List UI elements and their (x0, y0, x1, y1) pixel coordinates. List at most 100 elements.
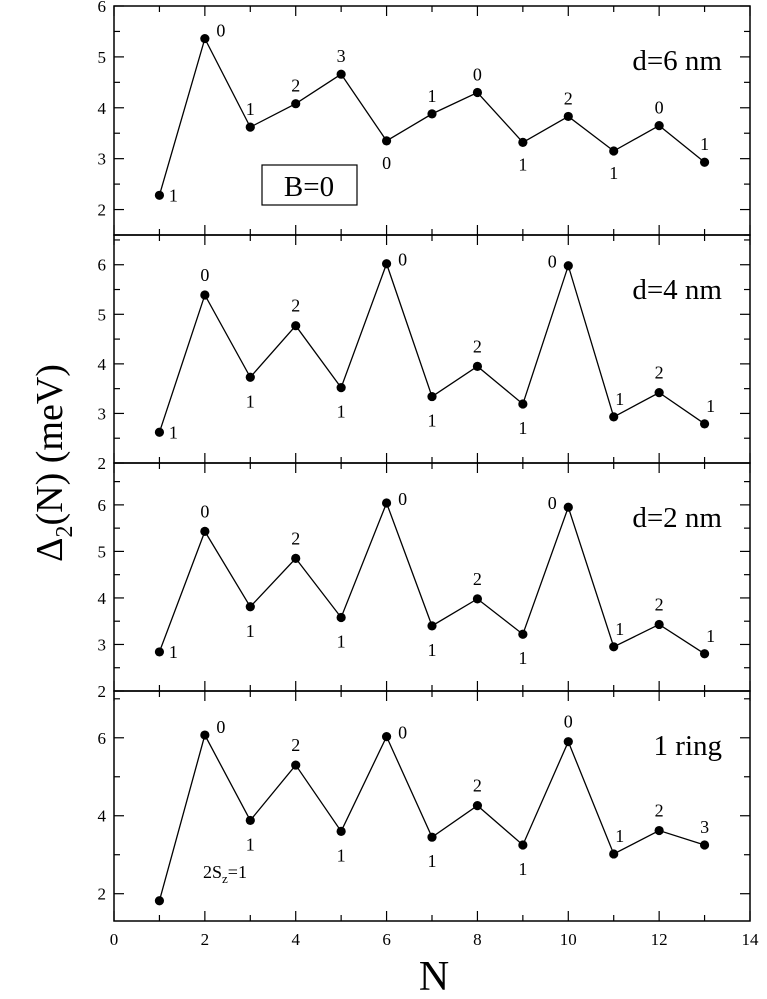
data-point (246, 123, 255, 132)
panel-frame (114, 6, 750, 235)
data-point (427, 392, 436, 401)
data-point (291, 760, 300, 769)
point-label: 1 (246, 834, 255, 854)
data-point (427, 109, 436, 118)
data-point (291, 554, 300, 563)
data-point (155, 647, 164, 656)
y-tick-label: 3 (98, 150, 107, 169)
point-label: 1 (169, 185, 178, 205)
data-point (337, 613, 346, 622)
b-field-label: B=0 (284, 171, 334, 203)
data-point (382, 732, 391, 741)
x-tick-label: 10 (560, 930, 577, 949)
point-label: 3 (700, 817, 709, 837)
data-point (337, 70, 346, 79)
y-tick-label: 2 (98, 454, 107, 473)
data-point (700, 158, 709, 167)
point-label: 0 (548, 493, 557, 513)
x-tick-label: 12 (651, 930, 668, 949)
point-label: 1 (700, 134, 709, 154)
x-tick-label: 6 (382, 930, 391, 949)
panel-label: d=4 nm (632, 274, 722, 306)
spin-annotation: 2Sz=1 (203, 862, 247, 886)
data-point (609, 849, 618, 858)
point-label: 0 (564, 712, 573, 732)
panel-label: d=2 nm (632, 502, 722, 534)
spin-annotation-main: 2S (203, 862, 222, 882)
data-point (609, 642, 618, 651)
y-tick-label: 3 (98, 404, 107, 423)
point-label: 0 (398, 723, 407, 743)
point-label: 1 (615, 826, 624, 846)
panel-1: 2 3 4 5 6 1 0 1 2 3 0 1 0 1 2 1 0 1 d=6 nm B=0 (98, 0, 751, 235)
point-label: 1 (337, 402, 346, 422)
point-label: 0 (398, 250, 407, 270)
point-label: 1 (428, 411, 437, 431)
data-point (564, 112, 573, 121)
data-point (609, 146, 618, 155)
y-tick-label: 5 (98, 305, 107, 324)
y-tick-label: 6 (98, 0, 107, 16)
data-point (382, 136, 391, 145)
spin-annotation-rest: =1 (228, 862, 247, 882)
point-label: 0 (200, 501, 209, 521)
point-label: 0 (382, 153, 391, 173)
point-label: 2 (655, 594, 664, 614)
data-point (473, 801, 482, 810)
y-tick-label: 6 (98, 729, 107, 748)
y-tick-label: 2 (98, 201, 107, 220)
data-point (518, 630, 527, 639)
y-axis-title: Δ2(N) (meV) (29, 364, 78, 562)
data-point (564, 261, 573, 270)
panel-label: 1 ring (654, 730, 722, 762)
data-point (518, 399, 527, 408)
point-label: 1 (428, 640, 437, 660)
data-point (246, 816, 255, 825)
data-point (200, 527, 209, 536)
point-label: 0 (398, 489, 407, 509)
y-tick-label: 2 (98, 682, 107, 701)
data-point (291, 321, 300, 330)
point-label: 2 (291, 528, 300, 548)
point-label: 0 (548, 252, 557, 272)
point-label: 0 (200, 265, 209, 285)
panel-3: 2 3 4 5 6 1 0 1 2 1 0 1 2 1 0 1 2 1 d=2 nm (98, 463, 751, 701)
data-point (337, 383, 346, 392)
point-label: 2 (291, 76, 300, 96)
panel-2: 2 3 4 5 6 1 0 1 2 1 0 1 2 1 0 1 2 1 d=4 nm (98, 235, 751, 473)
y-tick-label: 5 (98, 48, 107, 67)
y-axis-title-rest: (N) (meV) (29, 364, 71, 525)
point-label: 2 (473, 569, 482, 589)
y-axis-title-main: Δ (29, 538, 71, 562)
point-label: 1 (706, 626, 715, 646)
data-point (700, 649, 709, 658)
point-label: 1 (246, 391, 255, 411)
point-label: 0 (473, 65, 482, 85)
point-label: 3 (337, 46, 346, 66)
data-point (337, 827, 346, 836)
point-label: 0 (655, 98, 664, 118)
point-label: 1 (246, 621, 255, 641)
point-label: 2 (655, 801, 664, 821)
point-label: 1 (615, 619, 624, 639)
panel-label: d=6 nm (632, 45, 722, 77)
point-label: 1 (169, 642, 178, 662)
data-point (382, 498, 391, 507)
data-point (155, 191, 164, 200)
y-axis-title-sub: 2 (52, 526, 78, 538)
data-point (473, 362, 482, 371)
point-label: 2 (473, 336, 482, 356)
y-tick-label: 4 (98, 355, 107, 374)
point-label: 1 (518, 648, 527, 668)
x-tick-label: 4 (291, 930, 300, 949)
x-tick-label: 8 (473, 930, 482, 949)
data-point (700, 419, 709, 428)
y-tick-label: 4 (98, 807, 107, 826)
data-point (518, 840, 527, 849)
point-label: 1 (706, 396, 715, 416)
data-point (427, 833, 436, 842)
point-label: 1 (518, 859, 527, 879)
point-label: 1 (518, 418, 527, 438)
y-tick-label: 2 (98, 885, 107, 904)
